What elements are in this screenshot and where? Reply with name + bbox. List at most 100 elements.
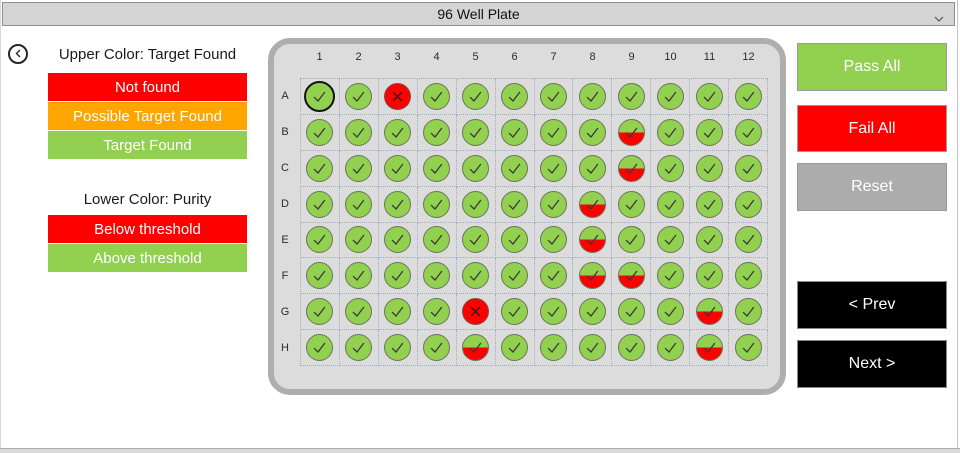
- well-C6[interactable]: [501, 154, 529, 182]
- well-D1[interactable]: [306, 190, 334, 218]
- well-C7[interactable]: [539, 154, 567, 182]
- well-F9[interactable]: [617, 262, 645, 290]
- well-A5[interactable]: [462, 82, 490, 110]
- well-G9[interactable]: [617, 298, 645, 326]
- well-H5[interactable]: [462, 334, 490, 362]
- well-C2[interactable]: [345, 154, 373, 182]
- well-A2[interactable]: [345, 82, 373, 110]
- well-H8[interactable]: [578, 334, 606, 362]
- well-H3[interactable]: [384, 334, 412, 362]
- well-H7[interactable]: [539, 334, 567, 362]
- well-G1[interactable]: [306, 298, 334, 326]
- well-G8[interactable]: [578, 298, 606, 326]
- well-E6[interactable]: [501, 226, 529, 254]
- well-F12[interactable]: [734, 262, 762, 290]
- well-C1[interactable]: [306, 154, 334, 182]
- well-D8[interactable]: [578, 190, 606, 218]
- well-C3[interactable]: [384, 154, 412, 182]
- well-G5[interactable]: [462, 298, 490, 326]
- well-B9[interactable]: [617, 118, 645, 146]
- well-G6[interactable]: [501, 298, 529, 326]
- well-B11[interactable]: [695, 118, 723, 146]
- well-E11[interactable]: [695, 226, 723, 254]
- well-D12[interactable]: [734, 190, 762, 218]
- well-B7[interactable]: [539, 118, 567, 146]
- well-F11[interactable]: [695, 262, 723, 290]
- well-D2[interactable]: [345, 190, 373, 218]
- well-H10[interactable]: [656, 334, 684, 362]
- well-B2[interactable]: [345, 118, 373, 146]
- plate-selector-dropdown[interactable]: 96 Well Plate: [2, 2, 955, 26]
- well-D11[interactable]: [695, 190, 723, 218]
- well-G12[interactable]: [734, 298, 762, 326]
- well-A9[interactable]: [617, 82, 645, 110]
- well-A4[interactable]: [423, 82, 451, 110]
- well-E8[interactable]: [578, 226, 606, 254]
- well-A6[interactable]: [501, 82, 529, 110]
- pass-all-button[interactable]: Pass All: [797, 43, 947, 91]
- well-A7[interactable]: [539, 82, 567, 110]
- prev-button[interactable]: < Prev: [797, 281, 947, 329]
- well-A3[interactable]: [384, 82, 412, 110]
- well-D4[interactable]: [423, 190, 451, 218]
- well-B1[interactable]: [306, 118, 334, 146]
- well-F3[interactable]: [384, 262, 412, 290]
- well-G10[interactable]: [656, 298, 684, 326]
- well-C10[interactable]: [656, 154, 684, 182]
- well-F6[interactable]: [501, 262, 529, 290]
- well-C11[interactable]: [695, 154, 723, 182]
- well-D9[interactable]: [617, 190, 645, 218]
- well-E10[interactable]: [656, 226, 684, 254]
- back-button[interactable]: [8, 44, 28, 64]
- well-F5[interactable]: [462, 262, 490, 290]
- well-E5[interactable]: [462, 226, 490, 254]
- well-B6[interactable]: [501, 118, 529, 146]
- well-H6[interactable]: [501, 334, 529, 362]
- well-C4[interactable]: [423, 154, 451, 182]
- well-F7[interactable]: [539, 262, 567, 290]
- well-E7[interactable]: [539, 226, 567, 254]
- well-E12[interactable]: [734, 226, 762, 254]
- well-E9[interactable]: [617, 226, 645, 254]
- well-G7[interactable]: [539, 298, 567, 326]
- well-C5[interactable]: [462, 154, 490, 182]
- well-H1[interactable]: [306, 334, 334, 362]
- well-A11[interactable]: [695, 82, 723, 110]
- well-E3[interactable]: [384, 226, 412, 254]
- well-F2[interactable]: [345, 262, 373, 290]
- well-H4[interactable]: [423, 334, 451, 362]
- well-B5[interactable]: [462, 118, 490, 146]
- well-F1[interactable]: [306, 262, 334, 290]
- well-D5[interactable]: [462, 190, 490, 218]
- well-H2[interactable]: [345, 334, 373, 362]
- reset-button[interactable]: Reset: [797, 163, 947, 211]
- well-C12[interactable]: [734, 154, 762, 182]
- well-E4[interactable]: [423, 226, 451, 254]
- well-G2[interactable]: [345, 298, 373, 326]
- well-F8[interactable]: [578, 262, 606, 290]
- well-D10[interactable]: [656, 190, 684, 218]
- well-A1[interactable]: [304, 80, 336, 112]
- well-E1[interactable]: [306, 226, 334, 254]
- well-A10[interactable]: [656, 82, 684, 110]
- well-C8[interactable]: [578, 154, 606, 182]
- well-F4[interactable]: [423, 262, 451, 290]
- well-E2[interactable]: [345, 226, 373, 254]
- well-B8[interactable]: [578, 118, 606, 146]
- well-H11[interactable]: [695, 334, 723, 362]
- well-A8[interactable]: [578, 82, 606, 110]
- well-G11[interactable]: [695, 298, 723, 326]
- next-button[interactable]: Next >: [797, 340, 947, 388]
- well-B12[interactable]: [734, 118, 762, 146]
- fail-all-button[interactable]: Fail All: [797, 105, 947, 152]
- well-D7[interactable]: [539, 190, 567, 218]
- well-C9[interactable]: [617, 154, 645, 182]
- well-H12[interactable]: [734, 334, 762, 362]
- well-B10[interactable]: [656, 118, 684, 146]
- well-G4[interactable]: [423, 298, 451, 326]
- well-G3[interactable]: [384, 298, 412, 326]
- well-H9[interactable]: [617, 334, 645, 362]
- well-F10[interactable]: [656, 262, 684, 290]
- well-B3[interactable]: [384, 118, 412, 146]
- well-A12[interactable]: [734, 82, 762, 110]
